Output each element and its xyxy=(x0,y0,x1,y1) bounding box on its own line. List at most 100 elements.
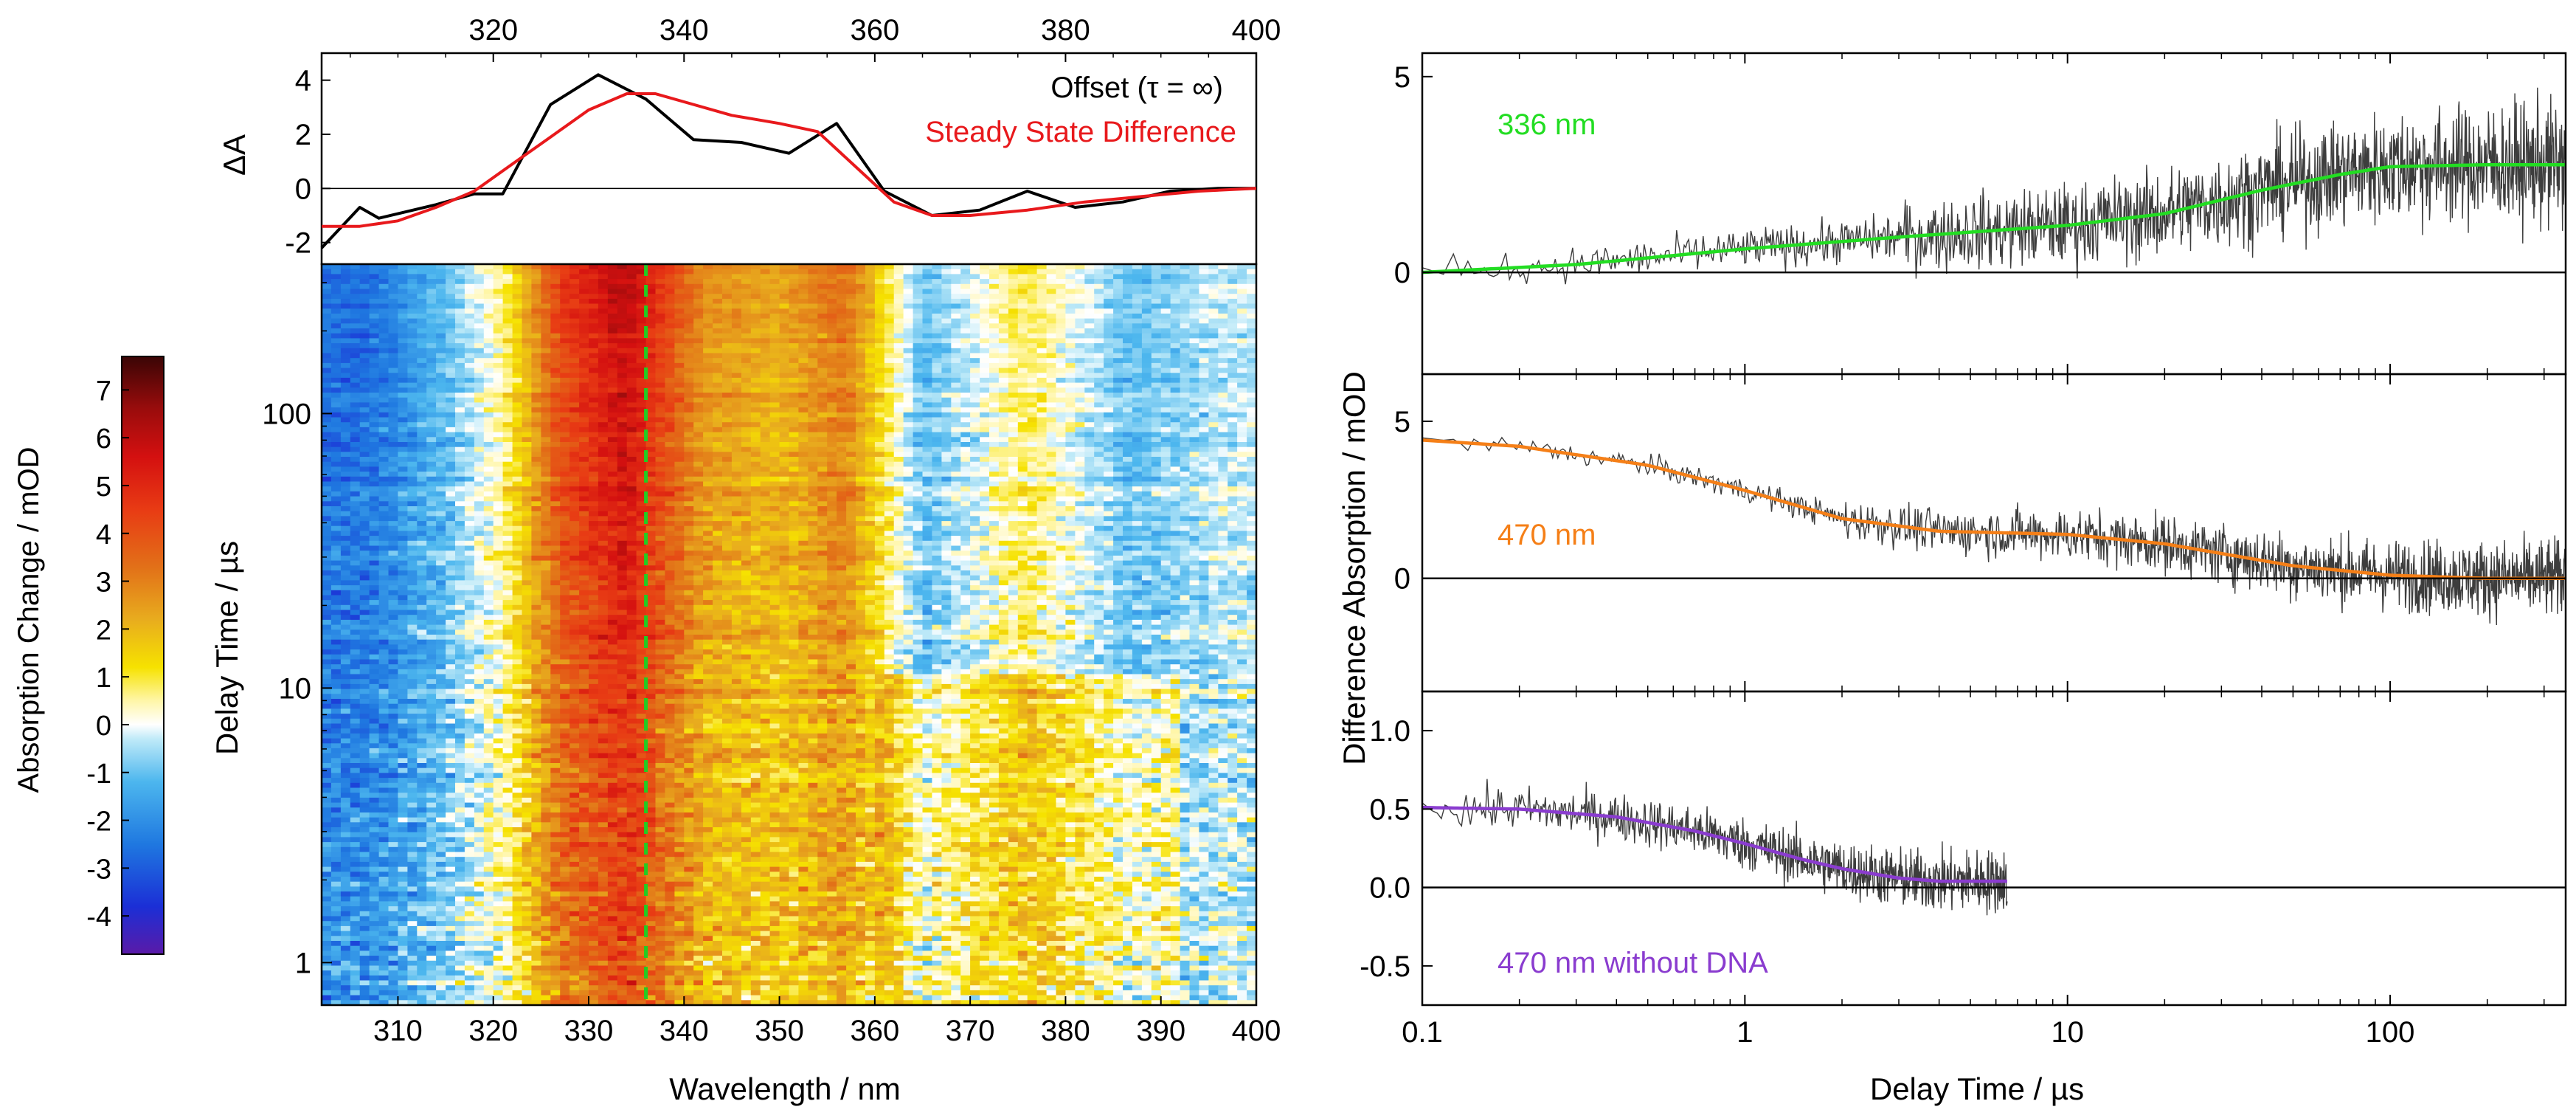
heatmap-cell xyxy=(598,432,609,438)
heatmap-cell xyxy=(750,472,761,477)
heatmap-cell xyxy=(1056,362,1066,369)
heatmap-cell xyxy=(569,264,580,270)
heatmap-cell xyxy=(1170,348,1181,354)
heatmap-cell xyxy=(1104,476,1114,483)
heatmap-cell xyxy=(913,283,924,290)
heatmap-cell xyxy=(941,472,952,477)
heatmap-cell xyxy=(541,318,551,324)
heatmap-cell xyxy=(1075,486,1085,492)
heatmap-cell xyxy=(837,362,847,369)
heatmap-cell xyxy=(407,289,418,294)
heatmap-cell xyxy=(741,417,752,423)
heatmap-cell xyxy=(922,323,932,329)
heatmap-cell xyxy=(388,343,398,349)
heatmap-cell xyxy=(846,382,856,388)
heatmap-cell xyxy=(827,501,837,507)
heatmap-cell xyxy=(750,368,761,373)
heatmap-cell xyxy=(1084,486,1095,492)
heatmap-cell xyxy=(769,382,780,388)
heatmap-cell xyxy=(502,491,513,497)
heatmap-cell xyxy=(779,472,790,477)
heatmap-cell xyxy=(722,377,733,384)
heatmap-cell xyxy=(722,298,733,305)
heatmap-cell xyxy=(1247,308,1256,314)
heatmap-cell xyxy=(1084,348,1095,354)
heatmap-cell xyxy=(722,318,733,324)
heatmap-cell xyxy=(560,264,570,270)
heatmap-cell xyxy=(903,476,914,483)
heatmap-cell xyxy=(1228,343,1238,349)
heatmap-cell xyxy=(636,298,647,305)
heatmap-cell xyxy=(1104,353,1114,359)
heatmap-cell xyxy=(960,422,971,428)
heatmap-cell xyxy=(932,461,942,467)
heatmap-cell xyxy=(817,486,828,492)
heatmap-cell xyxy=(1084,491,1095,497)
heatmap-cell xyxy=(550,506,561,512)
heatmap-cell xyxy=(550,476,561,483)
top-ytick-label: 0 xyxy=(295,173,311,205)
heatmap-cell xyxy=(741,506,752,512)
heatmap-cell xyxy=(464,422,475,428)
heatmap-cell xyxy=(1056,382,1066,388)
heatmap-cell xyxy=(1247,437,1256,443)
heatmap-cell xyxy=(713,333,723,339)
heatmap-cell xyxy=(1151,368,1162,373)
heatmap-cell xyxy=(1160,264,1171,270)
heatmap-cell xyxy=(989,501,1000,507)
heatmap-cell xyxy=(436,318,446,324)
heatmap-cell xyxy=(350,269,361,275)
heatmap-cell xyxy=(369,466,380,472)
heatmap-cell xyxy=(1228,274,1238,280)
heatmap-cell xyxy=(980,452,990,458)
colorbar-tick-label: 7 xyxy=(96,376,111,407)
heatmap-cell xyxy=(1113,318,1123,324)
heatmap-cell xyxy=(874,412,885,418)
heatmap-cell xyxy=(703,387,713,393)
heatmap-cell xyxy=(741,298,752,305)
heatmap-cell xyxy=(464,308,475,314)
heatmap-cell xyxy=(808,442,818,448)
heatmap-cell xyxy=(1247,264,1256,270)
heatmap-cell xyxy=(703,491,713,497)
heatmap-cell xyxy=(874,298,885,305)
heatmap-cell xyxy=(817,362,828,369)
heatmap-cell xyxy=(665,501,675,507)
heatmap-cell xyxy=(407,303,418,309)
heatmap-cell xyxy=(617,328,628,334)
heatmap-cell xyxy=(693,437,704,443)
heatmap-cell xyxy=(980,501,990,507)
heatmap-cell xyxy=(874,457,885,463)
heatmap-cell xyxy=(512,368,523,373)
heatmap-cell xyxy=(1160,476,1171,483)
heatmap-cell xyxy=(798,407,809,413)
heatmap-cell xyxy=(436,269,446,275)
heatmap-cell xyxy=(798,264,809,270)
heatmap-cell xyxy=(1170,343,1181,349)
heatmap-cell xyxy=(779,442,790,448)
heatmap-cell xyxy=(464,373,475,379)
heatmap-cell xyxy=(1208,373,1219,379)
heatmap-cell xyxy=(1141,279,1152,285)
heatmap-cell xyxy=(655,313,665,320)
heatmap-cell xyxy=(407,279,418,285)
heatmap-cell xyxy=(846,417,856,423)
heatmap-cell xyxy=(674,362,685,369)
heatmap-cell xyxy=(980,397,990,403)
heatmap-cell xyxy=(417,461,427,467)
heatmap-cell xyxy=(417,323,427,329)
heatmap-cell xyxy=(436,417,446,423)
heatmap-cell xyxy=(674,437,685,443)
heatmap-cell xyxy=(350,343,361,349)
heatmap-cell xyxy=(322,452,332,458)
heatmap-cell xyxy=(1247,472,1256,477)
heatmap-cell xyxy=(330,303,342,309)
heatmap-cell xyxy=(512,348,523,354)
heatmap-cell xyxy=(464,466,475,472)
heatmap-cell xyxy=(798,382,809,388)
heatmap-cell xyxy=(893,289,904,294)
heatmap-cell xyxy=(550,358,561,364)
heatmap-cell xyxy=(980,393,990,398)
heatmap-cell xyxy=(1151,274,1162,280)
heatmap-cell xyxy=(932,279,942,285)
